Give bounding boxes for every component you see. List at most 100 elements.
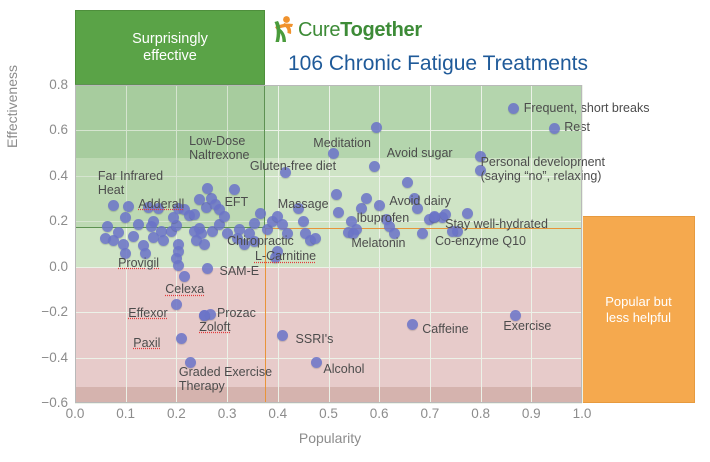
data-point[interactable] [279,166,291,178]
data-point[interactable] [406,319,418,331]
data-point[interactable] [122,201,134,213]
data-point[interactable] [173,246,185,258]
data-point[interactable] [509,310,521,322]
data-point[interactable] [330,188,342,200]
data-point[interactable] [188,208,200,220]
data-point[interactable] [277,219,289,231]
data-point[interactable] [333,206,345,218]
data-point[interactable] [140,247,152,259]
data-point[interactable] [213,204,225,216]
data-point[interactable] [269,252,281,264]
data-point[interactable] [173,238,185,250]
data-point[interactable] [381,213,393,225]
data-point[interactable] [262,223,274,235]
data-point[interactable] [127,230,139,242]
data-point[interactable] [355,203,367,215]
data-point[interactable] [475,164,487,176]
data-point[interactable] [229,183,241,195]
data-point[interactable] [102,221,114,233]
data-point[interactable] [137,239,149,251]
data-point[interactable] [272,211,284,223]
data-point[interactable] [153,203,165,215]
data-point[interactable] [221,228,233,240]
data-point[interactable] [383,221,395,233]
data-point[interactable] [112,227,124,239]
data-point[interactable] [120,212,132,224]
data-point[interactable] [361,193,373,205]
data-point[interactable] [193,194,205,206]
data-point[interactable] [300,228,312,240]
data-point[interactable] [310,232,322,244]
data-point[interactable] [198,238,210,250]
data-point[interactable] [368,161,380,173]
data-point[interactable] [297,215,309,227]
data-point[interactable] [416,228,428,240]
data-point[interactable] [348,228,360,240]
data-point[interactable] [178,204,190,216]
data-point[interactable] [198,310,210,322]
data-point[interactable] [120,247,132,259]
data-point[interactable] [170,220,182,232]
data-point[interactable] [170,253,182,265]
data-point[interactable] [158,235,170,247]
data-point[interactable] [311,356,323,368]
data-point[interactable] [178,271,190,283]
data-point[interactable] [202,182,214,194]
data-point[interactable] [196,228,208,240]
point-label: Meditation [313,136,371,150]
data-point[interactable] [345,215,357,227]
data-point[interactable] [272,246,284,258]
data-point[interactable] [132,219,144,231]
data-point[interactable] [201,202,213,214]
data-point[interactable] [165,226,177,237]
data-point[interactable] [371,121,383,133]
data-point[interactable] [429,211,441,223]
data-point[interactable] [175,332,187,344]
data-point[interactable] [388,228,400,240]
data-point[interactable] [155,226,167,237]
data-point[interactable] [213,219,225,231]
data-point[interactable] [328,147,340,159]
data-point[interactable] [239,238,251,250]
data-point[interactable] [206,193,218,205]
data-point[interactable] [107,199,119,211]
data-point[interactable] [244,228,256,240]
data-point[interactable] [508,103,520,115]
data-point[interactable] [373,199,385,211]
data-point[interactable] [249,236,261,248]
data-point[interactable] [282,228,294,240]
data-point[interactable] [401,177,413,189]
data-point[interactable] [168,212,180,224]
data-point[interactable] [99,232,111,244]
data-point[interactable] [409,193,421,205]
data-point[interactable] [277,330,289,342]
data-point[interactable] [292,203,304,215]
data-point[interactable] [439,208,451,220]
data-point[interactable] [210,198,222,210]
data-point[interactable] [117,238,129,250]
data-point[interactable] [143,202,154,214]
data-point[interactable] [185,356,197,368]
data-point[interactable] [267,215,279,227]
data-point[interactable] [107,235,119,247]
data-point[interactable] [254,207,266,219]
data-point[interactable] [475,151,487,163]
data-point[interactable] [447,226,459,237]
data-point[interactable] [191,235,203,247]
data-point[interactable] [234,223,246,235]
data-point[interactable] [173,260,185,272]
data-point[interactable] [205,308,217,320]
data-point[interactable] [202,263,214,275]
data-point[interactable] [170,298,182,310]
data-point[interactable] [219,211,231,223]
data-point[interactable] [207,226,219,237]
data-point[interactable] [231,232,243,244]
data-point[interactable] [188,226,200,237]
data-point[interactable] [548,122,560,134]
data-point[interactable] [411,203,423,215]
data-point[interactable] [148,231,160,243]
data-point[interactable] [462,207,474,219]
data-point[interactable] [148,215,160,227]
data-point[interactable] [249,218,261,230]
data-point[interactable] [145,221,157,233]
